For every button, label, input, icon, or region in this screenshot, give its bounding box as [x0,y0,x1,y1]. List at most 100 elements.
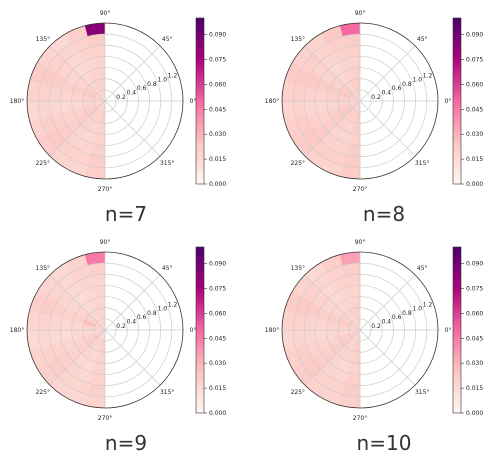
heatmap-cell [40,344,57,364]
heatmap-cell [60,89,73,102]
heatmap-cell [337,101,350,107]
colorbar-tick-label: 0.015 [209,385,226,392]
heatmap-cell [306,341,322,359]
heatmap-cell [316,307,332,322]
colorbar-tick-label: 0.015 [466,385,483,392]
heatmap-cell [51,112,67,130]
heatmap-cell [345,144,361,157]
radial-tick-label: 1.2 [168,301,178,308]
radial-tick-label: 0.6 [392,314,402,321]
heatmap-cell [89,310,100,323]
heatmap-cell [81,345,94,360]
radial-tick-label: 1.0 [157,77,167,84]
heatmap-cell [49,148,72,169]
heatmap-cell [57,43,78,62]
panel-title: n=9 [105,431,147,455]
heatmap-cell [349,101,360,107]
colorbar-tick-label: 0.015 [209,156,226,163]
angular-tick-labels: 0° 45° 90° 135° 180° 225° 270° 315° [10,239,197,422]
panel-title: n=10 [357,431,412,455]
polar-frame [281,22,439,180]
heatmap-cell [29,118,48,141]
heatmap-cell [295,344,312,364]
heatmap-cell [354,90,360,101]
heatmap-cell [76,341,90,354]
heatmap-cell [336,301,349,315]
heatmap-cell [330,77,345,90]
heatmap-cell [61,307,77,322]
heatmap-cell [90,144,106,157]
colorbar: 0.000 0.015 0.030 0.045 0.060 0.075 0.090 [452,246,483,417]
heatmap-cell [340,106,353,117]
heatmap-cells [282,23,361,179]
heatmap-cell [328,291,344,307]
panel-title: n=7 [105,202,147,226]
heatmap-cell [301,53,321,74]
heatmap-cell [339,252,360,266]
heatmap-cell [77,368,94,384]
heatmap-cell [37,363,58,386]
radial-tick-label: 0.8 [402,81,412,88]
heatmap-cell [339,394,361,408]
heatmap-cell [348,98,360,102]
heatmap-cell [315,89,328,102]
colorbar-tick-label: 0.030 [466,360,483,367]
heatmap-cell [85,314,98,325]
colorbar-tick-label: 0.000 [466,410,483,417]
heatmap-cell [65,361,83,379]
angular-gridline [49,329,106,386]
angular-tick-label: 315° [415,389,429,396]
heatmap-cell [66,387,89,406]
heatmap-cell [93,285,105,298]
heatmap-cell [342,383,361,397]
heatmap-cell [38,83,52,102]
heatmap-cell [82,129,97,145]
angular-tick-label: 135° [291,36,305,43]
heatmap-cell [76,112,90,125]
radial-tick-label: 1.2 [423,72,433,79]
heatmap-cell [76,276,94,292]
heatmap-cell [60,318,73,331]
colorbar-tick-label: 0.075 [466,286,483,293]
heatmap-cell [94,324,105,330]
heatmap-cell [332,139,349,155]
angular-gridline [359,100,416,157]
colorbar-gradient [195,17,205,185]
heatmap-cell [292,134,313,157]
polar-grid [282,252,438,408]
heatmap-cell [94,330,105,336]
heatmap-cell [56,61,74,79]
angular-gridline [359,274,416,331]
colorbar-tick-label: 0.000 [209,410,226,417]
polar-panel: 0.20.40.60.81.01.2 0° 45° 90° 135° 180° 225° 2… [265,239,452,422]
heatmap-cell [295,115,312,135]
colorbar-tick-label: 0.045 [209,335,226,342]
angular-tick-label: 90° [100,10,111,17]
heatmap-cell [354,340,361,353]
heatmap-cell [343,68,355,82]
heatmap-cell [304,330,318,345]
heatmap-cell [71,149,91,166]
radial-tick-label: 1.2 [168,72,178,79]
heatmap-cell [40,67,57,87]
radial-tick-label: 0.8 [147,81,157,88]
heatmap-cell [73,124,89,140]
heatmap-cell [354,330,360,341]
polar-grid [282,23,438,179]
colorbar-tick-label: 0.000 [209,181,226,188]
heatmap-cell [82,330,95,336]
radial-tick-labels: 0.20.40.60.81.01.2 [371,72,432,100]
radial-tick-label: 0.8 [402,310,412,317]
colorbar: 0.000 0.015 0.030 0.045 0.060 0.075 0.090 [195,246,226,417]
colorbar-tick-label: 0.000 [466,181,483,188]
radial-tick-label: 0.2 [371,323,381,330]
heatmap-cell [99,307,105,320]
heatmap-cell [315,318,328,331]
heatmap-cell [326,265,346,282]
colorbar-tick-label: 0.030 [209,131,226,138]
heatmap-cell [292,45,313,68]
colorbar-tick-label: 0.060 [466,81,483,88]
heatmap-cell [337,330,350,336]
heatmap-cell [292,274,313,297]
heatmap-cell [102,330,106,342]
